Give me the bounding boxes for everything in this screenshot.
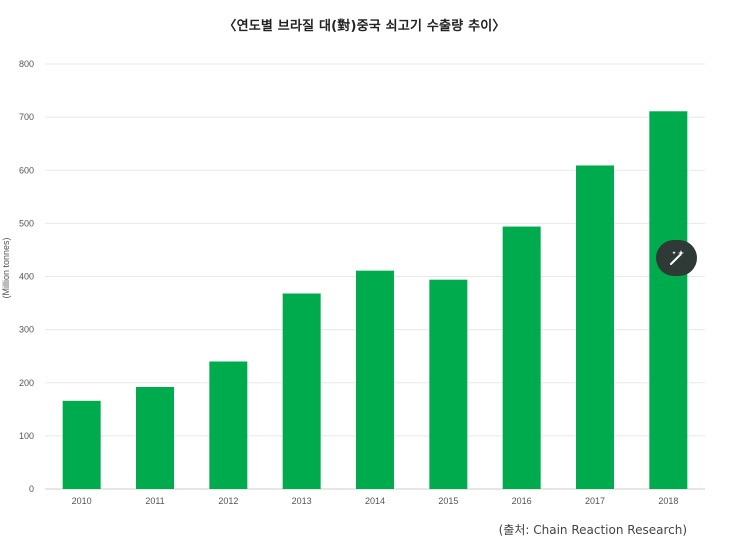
y-tick-label: 300 <box>19 325 34 335</box>
bar-2018 <box>649 111 688 489</box>
y-tick-label: 200 <box>19 378 34 388</box>
bar-2017 <box>576 165 614 489</box>
y-tick-label: 800 <box>19 59 34 69</box>
x-tick-label: 2012 <box>218 496 238 506</box>
y-tick-label: 600 <box>19 165 34 175</box>
chart-title: 〈연도별 브라질 대(對)중국 쇠고기 수출량 추이〉 <box>223 19 506 34</box>
bar-2013 <box>282 293 321 489</box>
magic-wand-icon <box>669 250 684 265</box>
source-note: (출처: Chain Reaction Research) <box>498 523 687 537</box>
x-axis-ticks: 2010 2011 2012 2013 2014 2015 2016 2017 2018 <box>72 496 679 506</box>
bar-2016 <box>502 226 541 489</box>
x-tick-label: 2016 <box>512 496 532 506</box>
x-tick-label: 2013 <box>292 496 312 506</box>
y-tick-label: 700 <box>19 112 34 122</box>
y-axis-ticks: 0 100 200 300 400 500 600 700 800 <box>19 59 34 494</box>
bar-2014 <box>356 270 394 489</box>
y-axis-label: (Million tonnes) <box>1 237 11 298</box>
x-tick-label: 2015 <box>438 496 458 506</box>
y-tick-label: 400 <box>19 272 34 282</box>
y-tick-label: 500 <box>19 218 34 228</box>
x-tick-label: 2017 <box>585 496 605 506</box>
x-tick-label: 2010 <box>72 496 92 506</box>
bar-2012 <box>209 361 248 489</box>
bar-2011 <box>136 387 174 489</box>
x-tick-label: 2018 <box>658 496 678 506</box>
x-tick-label: 2011 <box>145 496 164 506</box>
bars <box>62 111 688 489</box>
x-tick-label: 2014 <box>365 496 385 506</box>
edit-image-button[interactable] <box>656 240 697 276</box>
y-tick-label: 0 <box>29 484 34 494</box>
bar-2015 <box>429 279 468 489</box>
bar-2010 <box>62 400 101 489</box>
y-tick-label: 100 <box>19 431 34 441</box>
